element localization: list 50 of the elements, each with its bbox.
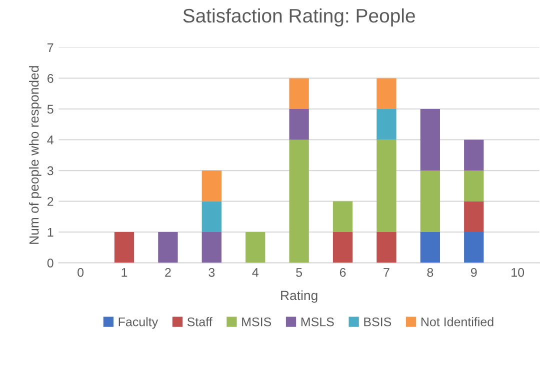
y-tick-label: 0 [47,258,54,268]
bar [464,170,484,202]
bar [289,78,309,109]
bar [289,140,309,263]
y-tick-label: 2 [48,197,54,206]
x-tick-label: 3 [208,268,215,277]
legend-label: Not Identified [421,317,494,326]
y-tick-label: 7 [48,43,54,52]
legend-label: MSLS [301,317,334,326]
x-tick-label: 8 [427,268,434,277]
y-tick-label: 5 [47,104,54,114]
bar [246,232,266,263]
x-tick-label: 5 [296,268,302,277]
bar [420,170,440,232]
legend-label: MSIS [242,317,272,326]
chart-title: Satisfaction Rating: People [183,8,415,26]
y-tick-label: 1 [48,228,54,237]
y-axis-title: Num of people who responded [29,66,42,244]
x-tick-label: 6 [340,268,346,277]
bar [376,140,396,232]
bar [464,140,484,171]
bar [464,201,484,232]
bar [420,108,440,171]
legend-label: BSIS [364,317,392,326]
bar [202,201,222,232]
legend-label: Faculty [118,317,158,329]
x-tick-label: 1 [122,268,128,277]
bar [332,232,353,263]
x-tick-label: 10 [512,268,524,277]
bar [202,232,222,263]
bar [202,170,222,202]
legend-label: Staff [187,317,212,326]
bar [376,108,396,140]
y-tick-label: 4 [47,136,54,144]
bar [332,201,353,232]
x-tick-label: 0 [78,268,84,277]
x-tick-label: 2 [165,268,171,277]
x-tick-label: 7 [384,268,390,277]
bar [376,232,396,263]
y-tick-label: 6 [48,74,54,83]
bar [114,232,134,263]
x-tick-label: 4 [252,268,258,277]
bar [376,78,396,109]
bar [464,232,484,263]
bar [420,232,440,263]
bar [158,232,178,263]
bar [289,108,309,140]
x-tick-label: 9 [470,268,477,277]
y-tick-label: 3 [47,166,54,176]
x-axis-title: Rating [281,290,318,303]
